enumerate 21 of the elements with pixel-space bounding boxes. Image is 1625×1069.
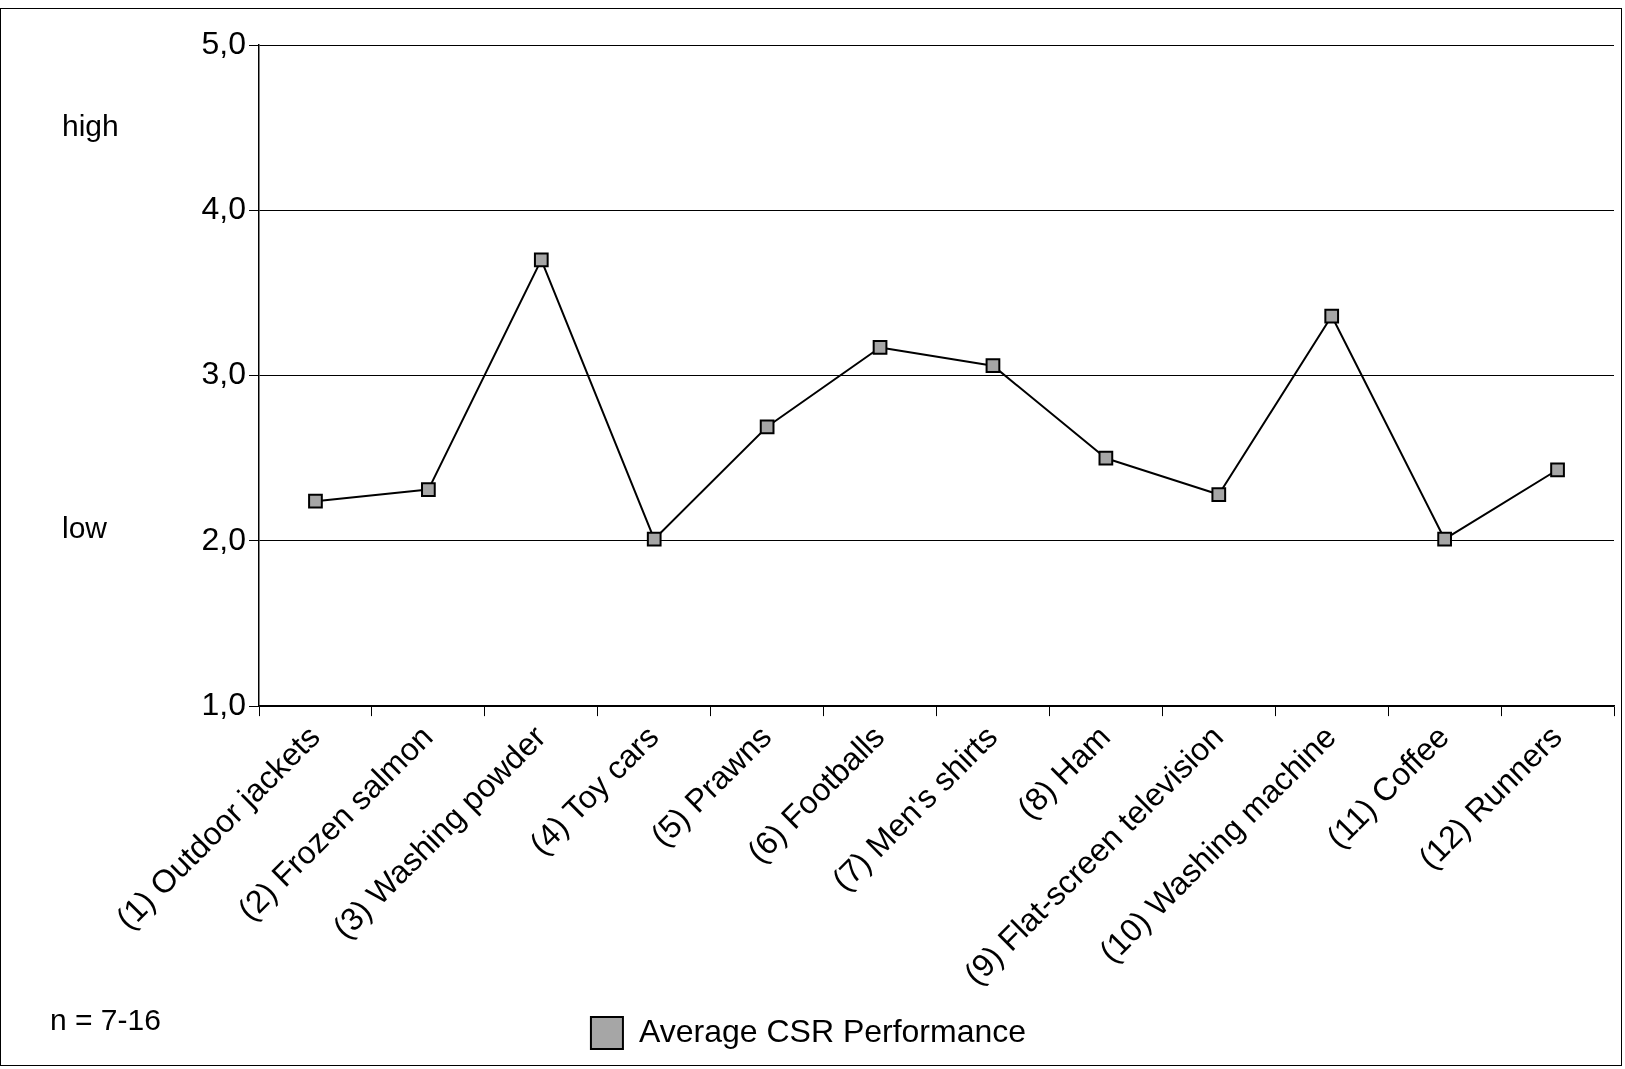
point bbox=[1098, 450, 1114, 466]
point bbox=[759, 419, 775, 435]
point bbox=[533, 252, 549, 268]
point bbox=[1437, 531, 1452, 547]
point bbox=[308, 493, 323, 509]
text: n = 7-16 bbox=[50, 1003, 161, 1037]
y-tick-label: 5,0 bbox=[201, 24, 246, 61]
y-tick-label: 4,0 bbox=[201, 190, 246, 227]
point bbox=[872, 340, 888, 355]
y-tick-label: 3,0 bbox=[201, 355, 246, 392]
point bbox=[1550, 462, 1565, 478]
point bbox=[1324, 308, 1340, 324]
point bbox=[646, 531, 662, 547]
text: high bbox=[62, 109, 119, 143]
y-tick-label: 1,0 bbox=[201, 685, 246, 722]
legend-label: Average CSR Performance bbox=[638, 1012, 1027, 1049]
point bbox=[421, 482, 436, 497]
text: low bbox=[62, 511, 108, 545]
point bbox=[1211, 487, 1227, 502]
y-tick-label: 2,0 bbox=[201, 520, 246, 557]
point bbox=[985, 358, 1001, 374]
